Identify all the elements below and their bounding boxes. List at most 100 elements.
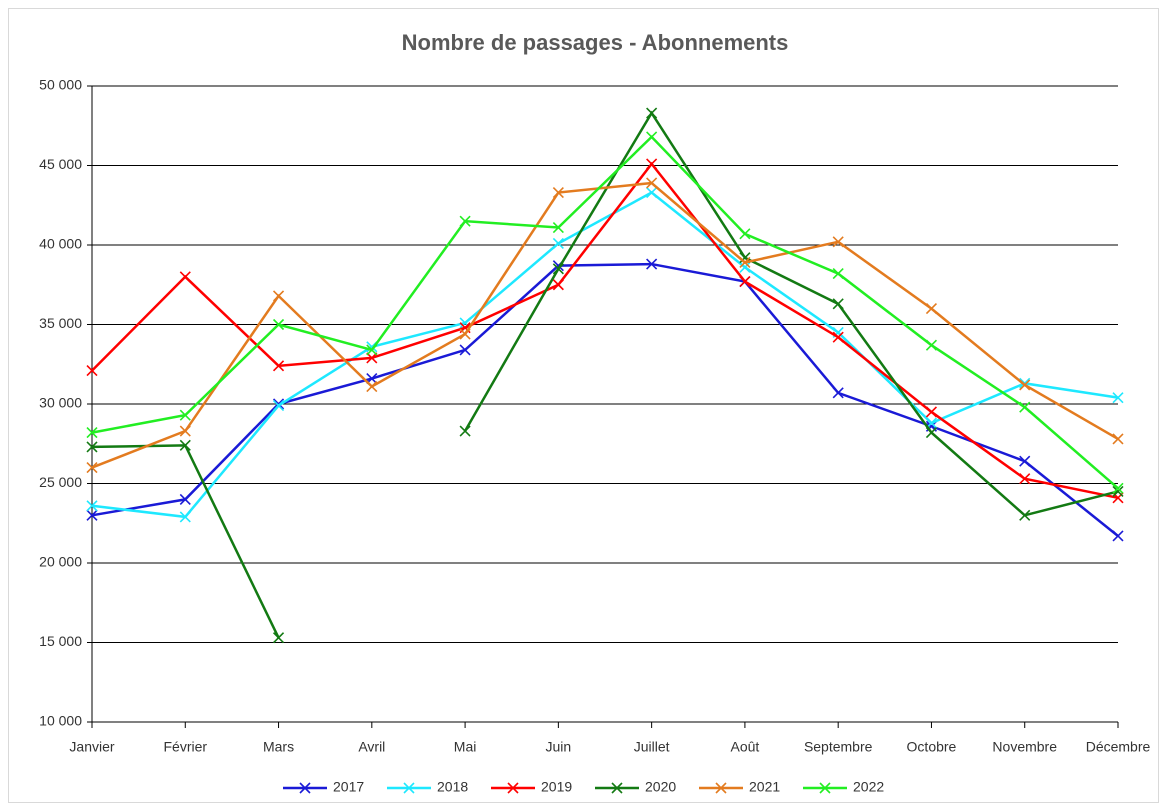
x-tick-label: Février <box>163 739 207 755</box>
marker-stroke <box>925 427 938 439</box>
data-point <box>646 107 658 119</box>
legend-label: 2020 <box>645 779 676 795</box>
x-tick-label: Mars <box>263 739 294 755</box>
data-point <box>925 406 938 418</box>
marker-stroke <box>459 425 471 437</box>
data-point <box>1019 379 1031 391</box>
data-point <box>646 131 658 143</box>
legend-label: 2018 <box>437 779 468 795</box>
data-point <box>1112 485 1124 498</box>
marker-stroke <box>366 352 378 364</box>
marker-stroke <box>739 228 751 240</box>
data-point <box>179 425 191 437</box>
y-tick-label: 15 000 <box>39 633 82 649</box>
data-point <box>459 425 471 437</box>
marker-stroke <box>86 365 98 377</box>
data-point <box>86 427 98 439</box>
marker-stroke <box>646 186 658 199</box>
data-point <box>86 509 98 521</box>
marker-stroke <box>1112 530 1124 542</box>
marker-stroke <box>86 427 98 439</box>
y-tick-label: 25 000 <box>39 474 82 490</box>
legend-label: 2017 <box>333 779 364 795</box>
marker-stroke <box>179 511 191 523</box>
marker-stroke <box>552 186 564 199</box>
marker-stroke <box>832 268 844 280</box>
series-line <box>91 161 1119 500</box>
marker-stroke <box>552 263 564 275</box>
marker-stroke <box>552 221 564 234</box>
data-point <box>179 493 191 505</box>
data-point <box>272 398 285 410</box>
marker-stroke <box>832 298 844 310</box>
marker-stroke <box>1019 401 1031 413</box>
marker-stroke <box>1019 509 1031 521</box>
data-point <box>272 318 285 331</box>
x-tick-label: Septembre <box>804 739 873 755</box>
data-point <box>739 256 751 269</box>
x-tick-label: Avril <box>358 739 385 755</box>
data-point <box>832 298 844 310</box>
legend-marker <box>507 782 519 794</box>
data-point <box>925 339 938 351</box>
marker-stroke <box>1019 473 1031 485</box>
data-point <box>739 261 751 273</box>
data-point <box>1019 509 1031 521</box>
marker-stroke <box>1019 379 1031 391</box>
marker-stroke <box>552 237 564 249</box>
marker-stroke <box>272 632 285 644</box>
marker-stroke <box>179 409 191 421</box>
data-point <box>552 186 564 199</box>
data-point <box>1112 433 1124 445</box>
chart-border <box>8 8 1159 803</box>
data-point <box>552 237 564 249</box>
data-point <box>832 387 844 399</box>
marker-stroke <box>1019 455 1031 467</box>
data-point <box>1112 392 1124 404</box>
data-point <box>646 158 658 170</box>
y-tick-label: 40 000 <box>39 236 82 252</box>
data-point <box>366 352 378 364</box>
data-point <box>459 328 471 340</box>
data-point <box>179 409 191 421</box>
marker-stroke <box>272 290 285 302</box>
x-tick-label: Novembre <box>992 739 1057 755</box>
legend-label: 2021 <box>749 779 780 795</box>
data-point <box>1019 473 1031 485</box>
x-tick-label: Janvier <box>69 739 114 755</box>
marker-stroke <box>1112 433 1124 445</box>
marker-stroke <box>179 425 191 437</box>
data-point <box>272 360 285 372</box>
marker-stroke <box>925 406 938 418</box>
marker-stroke <box>86 500 98 512</box>
data-point <box>86 500 98 512</box>
y-tick-label: 30 000 <box>39 395 82 411</box>
marker-stroke <box>552 279 564 291</box>
y-tick-label: 35 000 <box>39 315 82 331</box>
marker-stroke <box>403 782 415 794</box>
data-point <box>179 511 191 523</box>
legend-marker <box>611 782 623 794</box>
marker-stroke <box>272 398 285 410</box>
marker-stroke <box>86 462 98 474</box>
data-point <box>86 441 98 453</box>
marker-stroke <box>179 271 191 283</box>
data-point <box>552 279 564 291</box>
legend-marker <box>299 782 311 794</box>
marker-stroke <box>179 439 191 451</box>
data-point <box>459 215 471 227</box>
legend-marker <box>819 782 831 794</box>
legend-label: 2019 <box>541 779 572 795</box>
marker-stroke <box>366 380 378 393</box>
x-tick-label: Mai <box>454 739 477 755</box>
data-point <box>1112 530 1124 542</box>
marker-stroke <box>1112 485 1124 498</box>
marker-stroke <box>272 400 285 412</box>
data-point <box>552 263 564 275</box>
marker-stroke <box>366 344 378 356</box>
data-point <box>1019 455 1031 467</box>
marker-stroke <box>459 215 471 227</box>
x-tick-label: Juin <box>546 739 572 755</box>
marker-stroke <box>1112 392 1124 404</box>
marker-stroke <box>832 331 844 343</box>
